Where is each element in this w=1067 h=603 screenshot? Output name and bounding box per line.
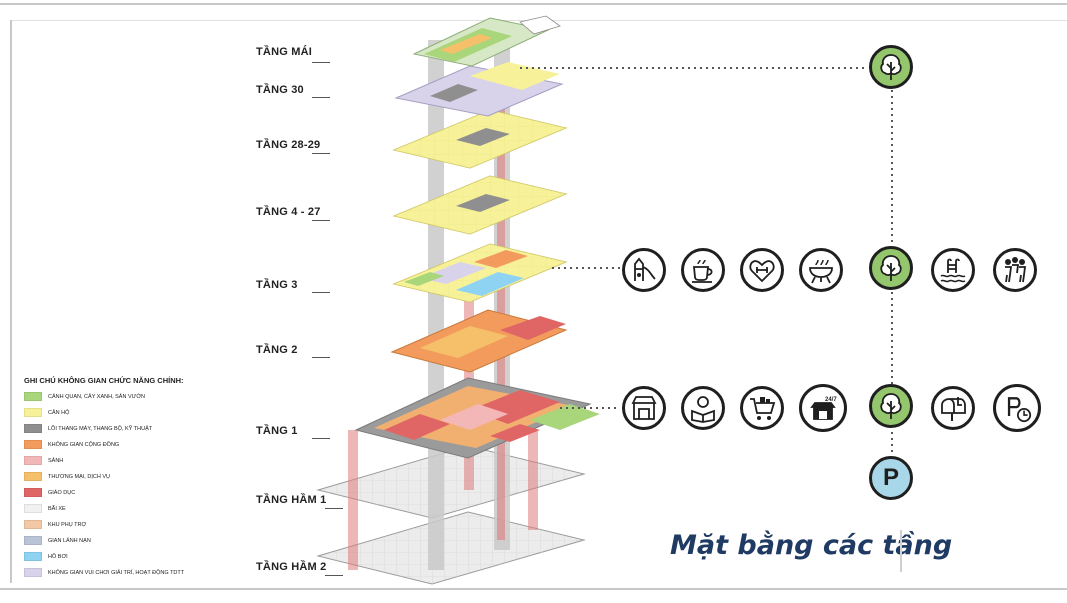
shop-icon bbox=[622, 386, 666, 430]
floor-label-1: TẦNG 1 bbox=[256, 425, 298, 437]
floor-label-3: TẦNG 3 bbox=[256, 279, 298, 291]
floor-dash bbox=[312, 292, 330, 293]
bbq-icon bbox=[799, 248, 843, 292]
legend-swatch bbox=[24, 536, 42, 545]
cart-icon bbox=[740, 386, 784, 430]
mailbox-icon bbox=[931, 386, 975, 430]
legend-swatch bbox=[24, 408, 42, 417]
legend-item: HỒ BƠI bbox=[24, 552, 68, 561]
legend-title: GHI CHÚ KHÔNG GIAN CHỨC NĂNG CHÍNH: bbox=[24, 376, 184, 385]
legend-swatch bbox=[24, 392, 42, 401]
legend-item: KHÔNG GIAN CỘNG ĐỒNG bbox=[24, 440, 119, 449]
floor-dash bbox=[312, 220, 330, 221]
legend-item: KHÔNG GIAN VUI CHƠI GIẢI TRÍ, HOẠT ĐỘNG … bbox=[24, 568, 184, 577]
legend-swatch bbox=[24, 552, 42, 561]
tree-icon bbox=[869, 246, 913, 290]
floor-label-basement-1: TẦNG HẦM 1 bbox=[256, 494, 327, 506]
legend-item: GIÁO DỤC bbox=[24, 488, 75, 497]
legend-label: KHU PHỤ TRỢ bbox=[48, 521, 87, 528]
floor-dash bbox=[325, 508, 343, 509]
reading-icon bbox=[681, 386, 725, 430]
legend-swatch bbox=[24, 568, 42, 577]
legend-label: HỒ BƠI bbox=[48, 553, 68, 560]
frame-left-line bbox=[10, 20, 12, 583]
community-icon bbox=[993, 248, 1037, 292]
floor-label-roof: TẦNG MÁI bbox=[256, 46, 312, 58]
legend-item: THƯƠNG MẠI, DỊCH VỤ bbox=[24, 472, 110, 481]
legend-swatch bbox=[24, 504, 42, 513]
legend-label: GIAN LÁNH NẠN bbox=[48, 537, 91, 544]
legend-swatch bbox=[24, 424, 42, 433]
legend-swatch bbox=[24, 520, 42, 529]
legend-item: LÕI THANG MÁY, THANG BỘ, KỸ THUẬT bbox=[24, 424, 152, 433]
frame-bottom-line bbox=[0, 588, 1067, 590]
floor-dash bbox=[312, 438, 330, 439]
store-24-7-label: 24/7 bbox=[825, 397, 837, 403]
legend-item: KHU PHỤ TRỢ bbox=[24, 520, 86, 529]
legend-label: SẢNH bbox=[48, 457, 64, 464]
floor-dash bbox=[312, 153, 330, 154]
caption-floor-plans: Mặt bằng các tầng bbox=[670, 530, 953, 561]
floor-dash bbox=[312, 357, 330, 358]
legend-item: SẢNH bbox=[24, 456, 63, 465]
legend-item: CẢNH QUAN, CÂY XANH, SÂN VƯỜN bbox=[24, 392, 145, 401]
floor-dash bbox=[312, 62, 330, 63]
coffee-icon bbox=[681, 248, 725, 292]
legend-label: GIÁO DỤC bbox=[48, 489, 76, 496]
stair-column-red bbox=[497, 80, 505, 540]
floor-label-30: TẦNG 30 bbox=[256, 84, 304, 96]
legend-swatch bbox=[24, 472, 42, 481]
parking-icon: P bbox=[869, 456, 913, 500]
legend-swatch bbox=[24, 488, 42, 497]
core-column-left bbox=[428, 40, 444, 570]
legend-label: CĂN HỘ bbox=[48, 409, 70, 416]
frame-top-line bbox=[0, 3, 1067, 5]
legend-item: CĂN HỘ bbox=[24, 408, 69, 417]
floor-label-28-29: TẦNG 28-29 bbox=[256, 139, 321, 151]
tree-icon bbox=[869, 384, 913, 428]
floor-label-4-27: TẦNG 4 - 27 bbox=[256, 206, 321, 218]
legend-item: BÃI XE bbox=[24, 504, 66, 513]
fitness-icon bbox=[740, 248, 784, 292]
floor-dash bbox=[325, 575, 343, 576]
legend-swatch bbox=[24, 456, 42, 465]
store-24-7-icon: 24/7 bbox=[799, 384, 847, 432]
pool-icon bbox=[931, 248, 975, 292]
legend-label: BÃI XE bbox=[48, 505, 66, 512]
legend-label: LÕI THANG MÁY, THANG BỘ, KỸ THUẬT bbox=[48, 425, 153, 432]
legend-label: THƯƠNG MẠI, DỊCH VỤ bbox=[48, 473, 110, 480]
caption-divider bbox=[900, 530, 902, 572]
tree-icon bbox=[869, 45, 913, 89]
floor-label-basement-2: TẦNG HẦM 2 bbox=[256, 561, 327, 573]
playground-icon bbox=[622, 248, 666, 292]
parking-label: P bbox=[882, 464, 899, 491]
floor-label-2: TẦNG 2 bbox=[256, 344, 298, 356]
legend-label: KHÔNG GIAN VUI CHƠI GIẢI TRÍ, HOẠT ĐỘNG … bbox=[48, 569, 185, 576]
floor-dash bbox=[312, 97, 330, 98]
legend-label: KHÔNG GIAN CỘNG ĐỒNG bbox=[48, 441, 120, 448]
legend-item: GIAN LÁNH NẠN bbox=[24, 536, 91, 545]
legend-label: CẢNH QUAN, CÂY XANH, SÂN VƯỜN bbox=[48, 393, 146, 400]
legend-swatch bbox=[24, 440, 42, 449]
parking-clock-icon bbox=[993, 384, 1041, 432]
